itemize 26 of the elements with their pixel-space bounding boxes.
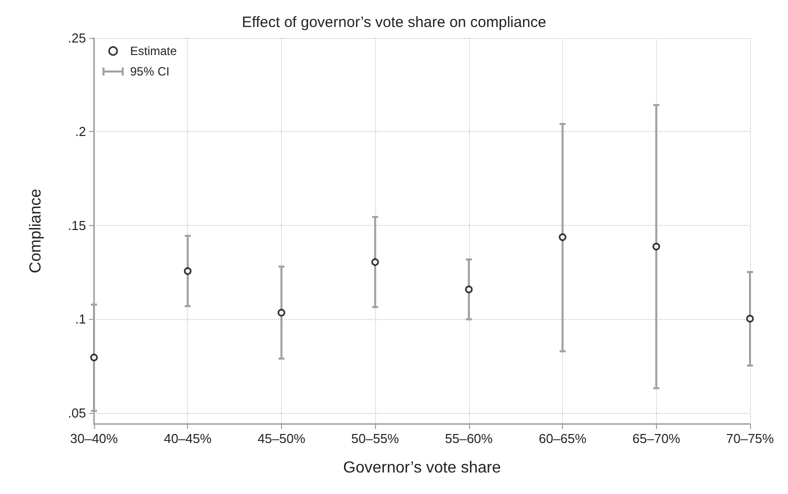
x-tick-label: 55–60% (445, 431, 494, 446)
point (184, 267, 192, 275)
y-tick-label: .25 (68, 30, 86, 46)
point (465, 286, 473, 294)
y-tick-label: .2 (75, 124, 86, 140)
y-tick-label: .05 (68, 405, 86, 420)
x-tick-label: 40–45% (164, 431, 212, 446)
point (558, 233, 566, 241)
legend-label: Estimate (130, 44, 178, 58)
x-tick-label: 70–75% (726, 431, 774, 446)
x-tick-label: 30–40% (70, 431, 118, 446)
point (652, 242, 660, 250)
x-axis-title: Governor’s vote share (343, 460, 501, 476)
y-axis-title: Compliance (28, 188, 44, 274)
point (90, 354, 98, 362)
y-tick-label: .1 (75, 312, 86, 327)
point (371, 258, 379, 266)
point (278, 308, 286, 316)
x-tick-label: 45–50% (258, 431, 306, 446)
x-tick-label: 50–55% (351, 431, 400, 446)
x-tick-label: 65–70% (632, 431, 681, 446)
y-tick-label: .15 (68, 218, 86, 233)
chart-title: Effect of governor’s vote share on compliance (242, 14, 546, 31)
x-tick-label: 60–65% (538, 431, 587, 446)
point (746, 314, 754, 322)
annotation: 95% CI (130, 64, 170, 78)
